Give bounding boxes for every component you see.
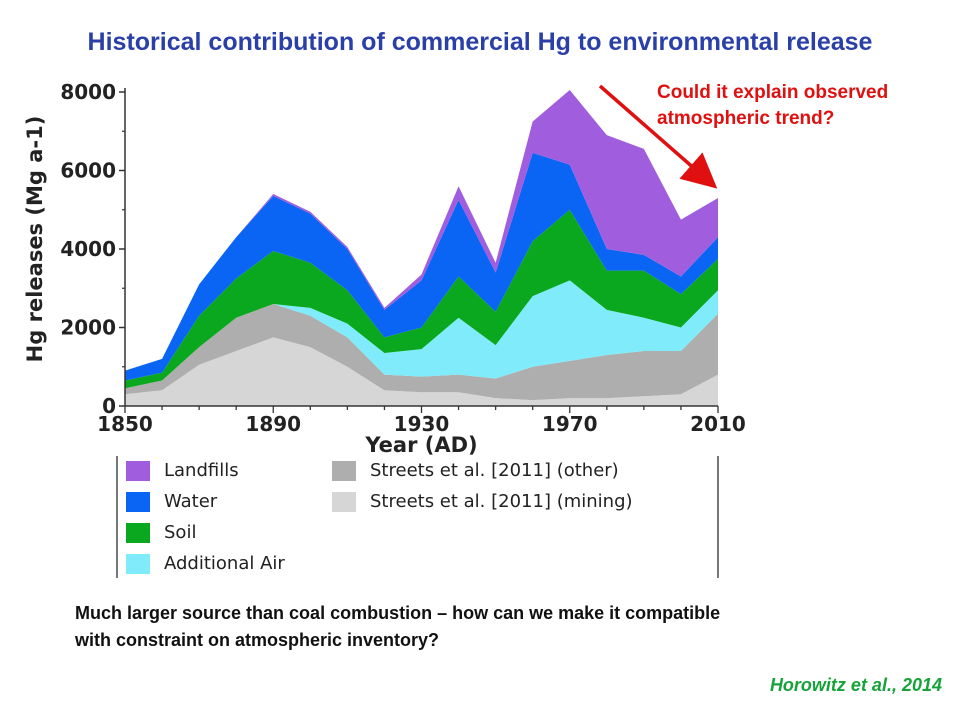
x-tick-label: 1930 (394, 412, 450, 436)
x-tick-label: 1850 (97, 412, 153, 436)
axes-layer: 0 2000 4000 6000 8000 1850 1890 1930 1970 2010 Yea… (23, 80, 746, 457)
y-tick-label: 2000 (60, 316, 116, 340)
legend-swatch (332, 460, 356, 481)
callout-arrow (598, 84, 718, 189)
legend-swatch (126, 522, 150, 543)
bottom-line-1: Much larger source than coal combustion … (75, 603, 721, 623)
legend-label: Soil (164, 522, 197, 543)
y-tick-label: 0 (102, 394, 116, 418)
area-streets-et-al-2011-mining (125, 337, 718, 406)
legend-label: Streets et al. [2011] (mining) (370, 491, 633, 512)
area-additional-air (125, 280, 718, 389)
legend-label: Streets et al. [2011] (other) (370, 460, 619, 481)
y-tick-label: 4000 (60, 237, 116, 261)
bottom-question: Much larger source than coal combustion … (75, 600, 945, 654)
area-landfills (125, 90, 718, 371)
y-axis-label: Hg releases (Mg a-1) (23, 116, 47, 363)
legend-item-streets-et-al-2011-other: Streets et al. [2011] (other) (332, 460, 619, 481)
legend-item-soil: Soil (126, 522, 196, 543)
legend-label: Landfills (164, 460, 239, 481)
x-tick-label: 1890 (245, 412, 301, 436)
y-tick-label: 8000 (60, 80, 116, 104)
legend-item-water: Water (126, 491, 217, 512)
area-streets-et-al-2011-other (125, 303, 718, 401)
chart-legend: Landfills Streets et al. [2011] (other) Wa… (116, 456, 719, 578)
y-tick-label: 6000 (60, 159, 116, 183)
bottom-line-2: with constraint on atmospheric inventory… (75, 630, 440, 650)
slide-title: Historical contribution of commercial Hg… (87, 28, 873, 56)
legend-label: Additional Air (164, 553, 285, 574)
citation: Horowitz et al., 2014 (769, 675, 942, 695)
callout-line-2: atmospheric trend? (657, 108, 835, 129)
area-water (125, 152, 718, 381)
legend-item-additional-air: Additional Air (126, 553, 285, 574)
x-tick-label: 1970 (542, 412, 598, 436)
x-axis-label: Year (AD) (364, 433, 477, 457)
legend-item-streets-et-al-2011-mining: Streets et al. [2011] (mining) (332, 491, 633, 512)
areas-layer (125, 90, 718, 406)
legend-swatch (126, 460, 150, 481)
legend-swatch (332, 491, 356, 512)
callout-line-1: Could it explain observed (657, 82, 889, 103)
callout-text: Could it explain observed atmospheric tr… (657, 80, 957, 132)
legend-swatch (126, 553, 150, 574)
legend-swatch (126, 491, 150, 512)
legend-label: Water (164, 491, 218, 512)
area-soil (125, 209, 718, 389)
legend-item-landfills: Landfills (126, 460, 239, 481)
x-tick-label: 2010 (690, 412, 746, 436)
